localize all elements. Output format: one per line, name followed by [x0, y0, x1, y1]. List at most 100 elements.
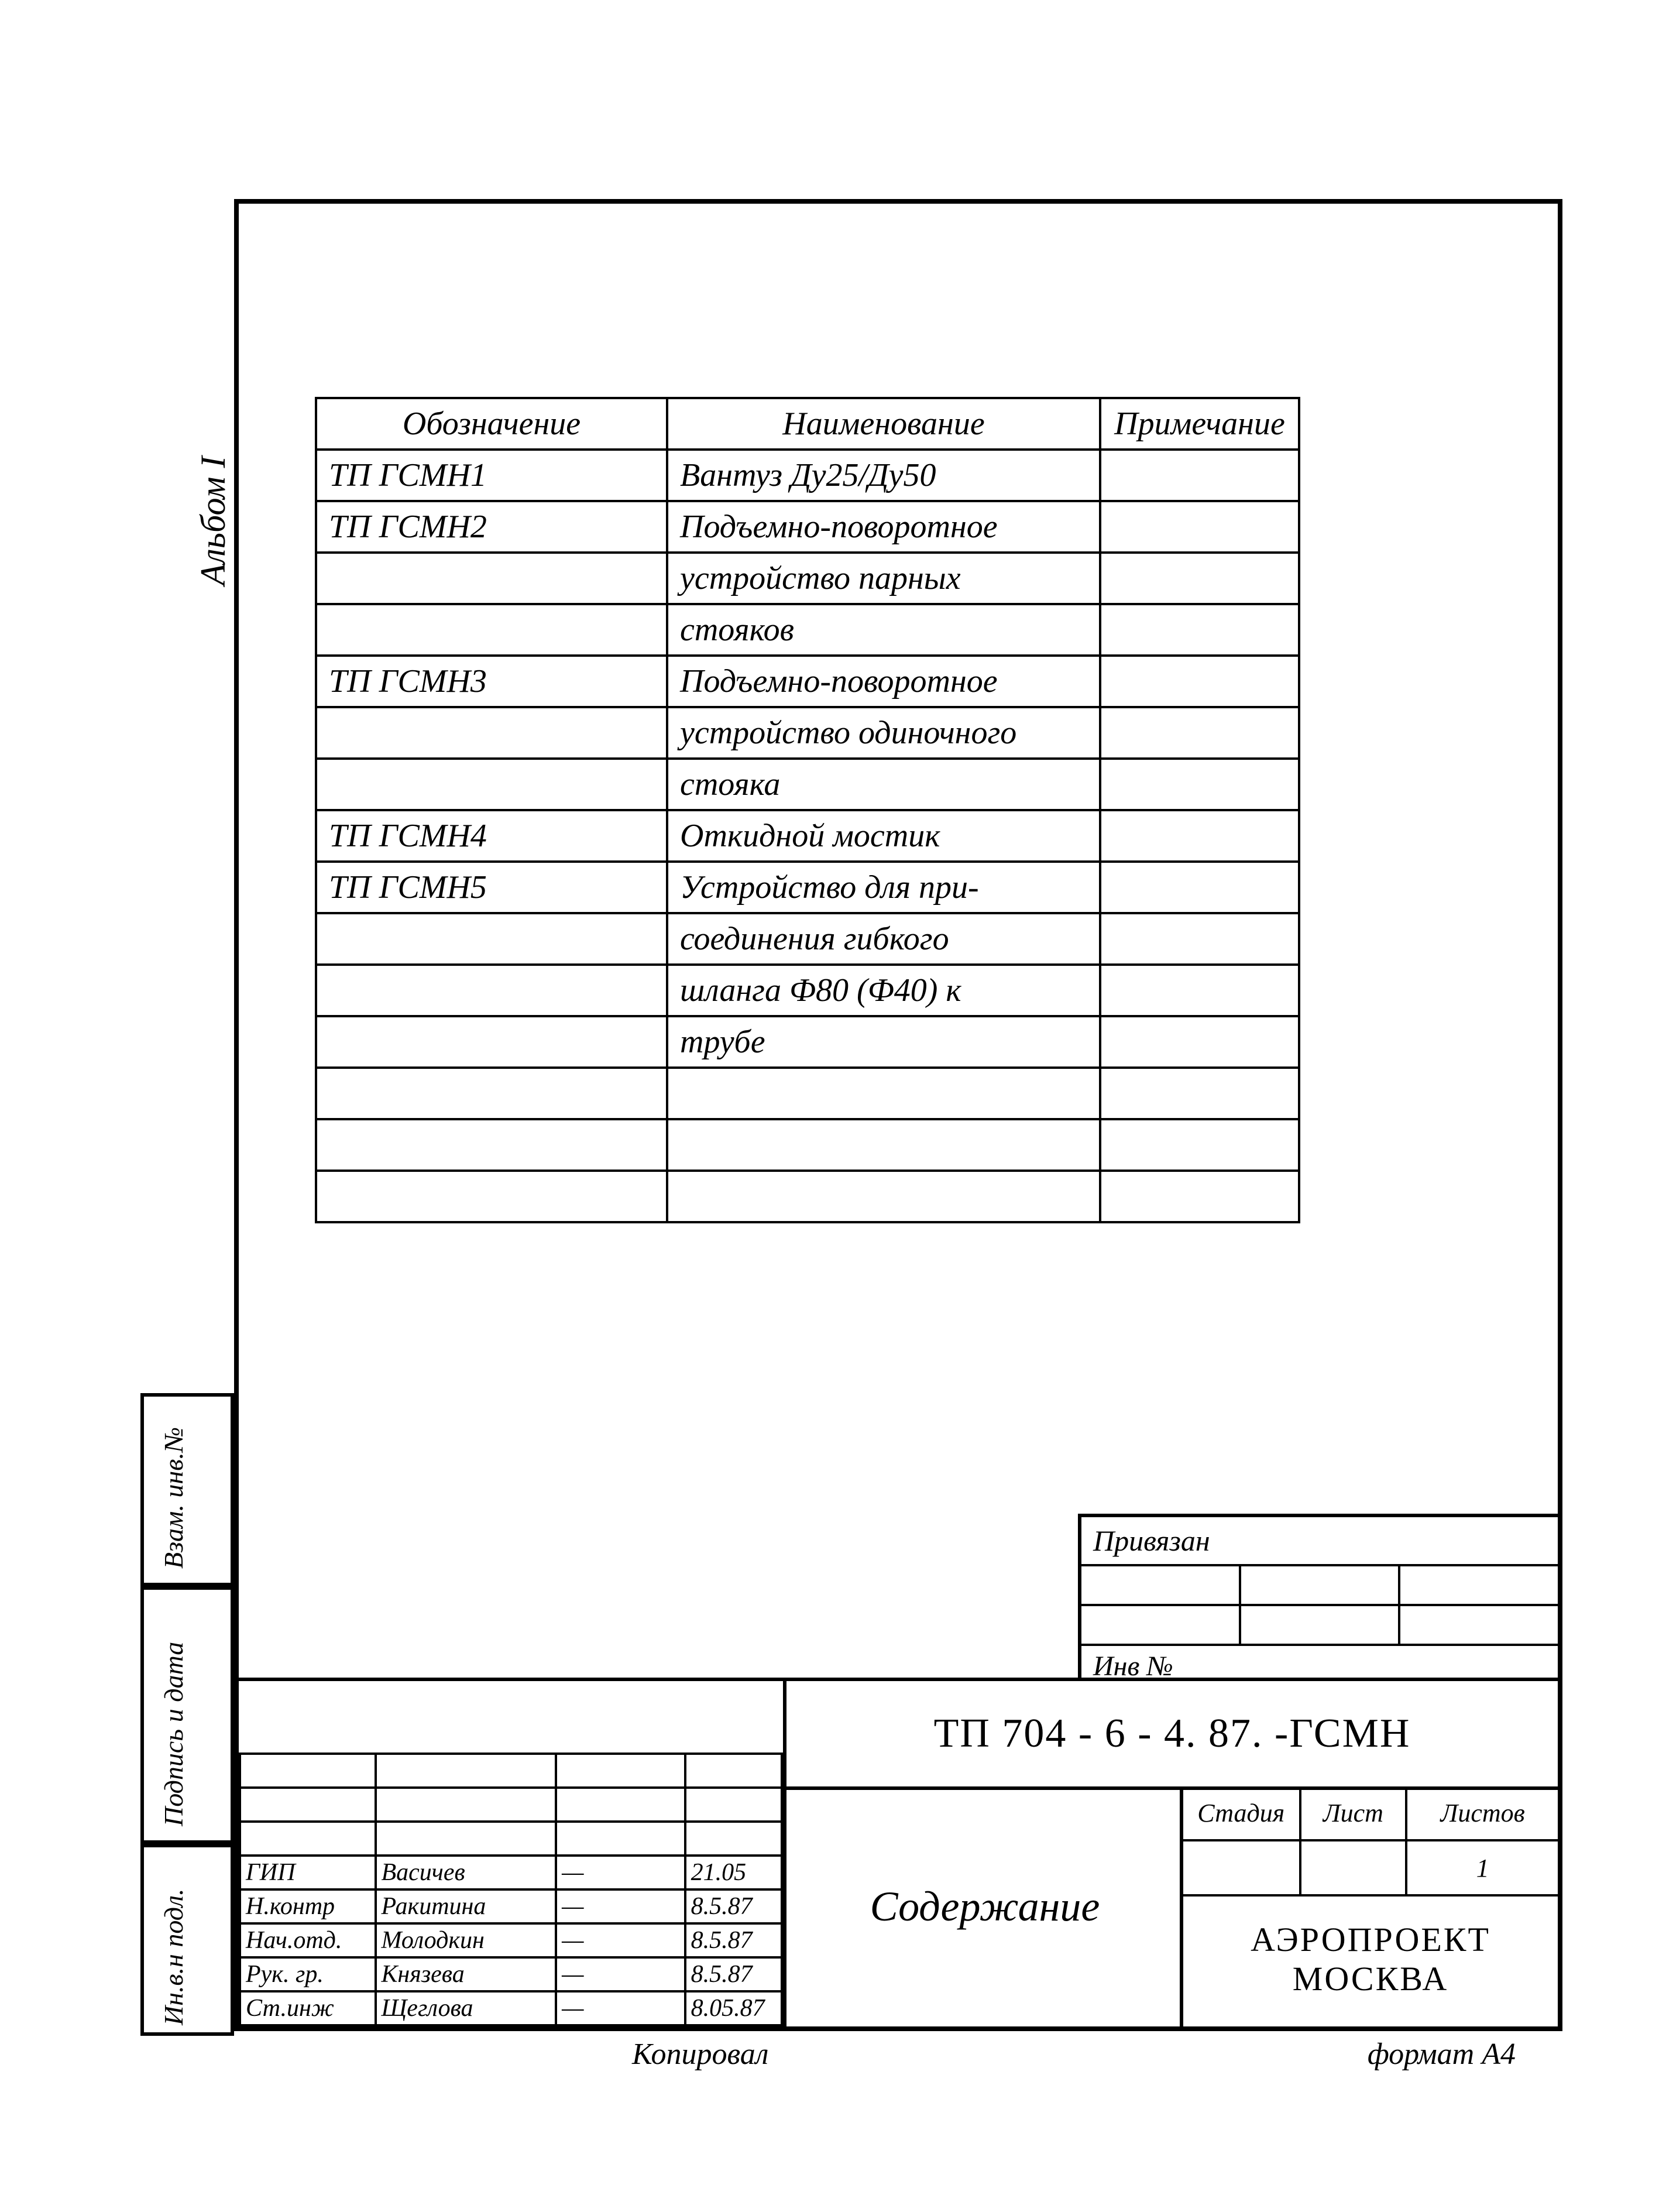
- gutter-box-podpis: [140, 1586, 234, 1844]
- cell: [1100, 1171, 1299, 1222]
- sig-mark: —: [556, 1991, 685, 2025]
- cell: Подъемно-поворотное: [667, 656, 1100, 707]
- org-line2: МОСКВА: [1293, 1959, 1448, 1998]
- sig-name: Ракитина: [376, 1889, 557, 1923]
- sig-row: Рук. гр.Князева—8.5.87: [240, 1957, 782, 1991]
- sig-name: Щеглова: [376, 1991, 557, 2025]
- cell: [316, 913, 667, 965]
- binding-row: [1081, 1606, 1558, 1646]
- cell: [1100, 501, 1299, 553]
- cell: Устройство для при-: [667, 862, 1100, 913]
- binding-box: Привязан Инв №: [1078, 1514, 1558, 1678]
- cell: ТП ГСМН1: [316, 450, 667, 501]
- table-header-row: Обозначение Наименование Примечание: [316, 398, 1299, 450]
- sig-row: Ст.инжЩеглова—8.05.87: [240, 1991, 782, 2025]
- table-row: стояка: [316, 759, 1299, 810]
- table-row: ТП ГСМН4Откидной мостик: [316, 810, 1299, 862]
- cell: [1100, 553, 1299, 604]
- table-row: [316, 1119, 1299, 1171]
- footer-captions: Копировал формат А4: [234, 2037, 1562, 2072]
- cell: [1100, 450, 1299, 501]
- gutter-box-inv: [140, 1844, 234, 2036]
- value-sheet: [1301, 1841, 1408, 1894]
- header-sheets: Листов: [1407, 1786, 1558, 1839]
- cell: соединения гибкого: [667, 913, 1100, 965]
- cell: [1100, 810, 1299, 862]
- table-row: ТП ГСМН5Устройство для при-: [316, 862, 1299, 913]
- sig-mark: —: [556, 1856, 685, 1889]
- sig-date: 8.5.87: [685, 1923, 782, 1957]
- value-stage: [1183, 1841, 1301, 1894]
- sig-row: ГИПВасичев—21.05: [240, 1856, 782, 1889]
- organization-box: АЭРОПРОЕКТ МОСКВА: [1183, 1892, 1558, 2026]
- cell: [1100, 656, 1299, 707]
- cell: [316, 759, 667, 810]
- title-block: ГИПВасичев—21.05 Н.контрРакитина—8.5.87 …: [239, 1678, 1558, 2026]
- cell: Подъемно-поворотное: [667, 501, 1100, 553]
- slp-value-row: 1: [1183, 1841, 1558, 1897]
- drawing-frame: Обозначение Наименование Примечание ТП Г…: [234, 199, 1562, 2031]
- cell: [1100, 604, 1299, 656]
- binding-title: Привязан: [1081, 1517, 1558, 1566]
- cell: [316, 707, 667, 759]
- sig-date: 8.5.87: [685, 1957, 782, 1991]
- sig-role: Ст.инж: [240, 1991, 376, 2025]
- cell: [667, 1119, 1100, 1171]
- table-row: ТП ГСМН2Подъемно-поворотное: [316, 501, 1299, 553]
- sig-role: Н.контр: [240, 1889, 376, 1923]
- sig-row: Нач.отд.Молодкин—8.5.87: [240, 1923, 782, 1957]
- cell: [316, 604, 667, 656]
- sig-mark: —: [556, 1889, 685, 1923]
- document-number: ТП 704 - 6 - 4. 87. -ГСМН: [783, 1681, 1558, 1790]
- side-label-album: Альбом I: [193, 457, 233, 586]
- gutter-box-vzam: [140, 1393, 234, 1586]
- cell: устройство одиночного: [667, 707, 1100, 759]
- cell: [1100, 1016, 1299, 1068]
- cell: [1100, 1119, 1299, 1171]
- sig-name: Молодкин: [376, 1923, 557, 1957]
- cell: [1100, 862, 1299, 913]
- sig-blank-row: [240, 1788, 782, 1822]
- cell: [1100, 759, 1299, 810]
- sig-date: 8.5.87: [685, 1889, 782, 1923]
- sig-row: Н.контрРакитина—8.5.87: [240, 1889, 782, 1923]
- cell: ТП ГСМН5: [316, 862, 667, 913]
- sig-name: Васичев: [376, 1856, 557, 1889]
- cell: [316, 1119, 667, 1171]
- header-note: Примечание: [1100, 398, 1299, 450]
- table-row: устройство одиночного: [316, 707, 1299, 759]
- header-name: Наименование: [667, 398, 1100, 450]
- cell: Откидной мостик: [667, 810, 1100, 862]
- content-table: Обозначение Наименование Примечание ТП Г…: [315, 397, 1300, 1223]
- cell: трубе: [667, 1016, 1100, 1068]
- cell: ТП ГСМН3: [316, 656, 667, 707]
- org-line1: АЭРОПРОЕКТ: [1251, 1920, 1490, 1959]
- table-row: шланга Ф80 (Ф40) к: [316, 965, 1299, 1016]
- signatures-table: ГИПВасичев—21.05 Н.контрРакитина—8.5.87 …: [239, 1753, 783, 2026]
- table-row: устройство парных: [316, 553, 1299, 604]
- sig-role: ГИП: [240, 1856, 376, 1889]
- table-row: [316, 1171, 1299, 1222]
- table-row: стояков: [316, 604, 1299, 656]
- sig-mark: —: [556, 1923, 685, 1957]
- cell: [1100, 965, 1299, 1016]
- footer-format: формат А4: [1368, 2037, 1516, 2072]
- cell: [316, 553, 667, 604]
- sig-date: 8.05.87: [685, 1991, 782, 2025]
- sig-date: 21.05: [685, 1856, 782, 1889]
- cell: [316, 1068, 667, 1119]
- table-row: ТП ГСМН3Подъемно-поворотное: [316, 656, 1299, 707]
- cell: стояка: [667, 759, 1100, 810]
- cell: шланга Ф80 (Ф40) к: [667, 965, 1100, 1016]
- table-row: ТП ГСМН1Вантуз Ду25/Ду50: [316, 450, 1299, 501]
- cell: ТП ГСМН2: [316, 501, 667, 553]
- sig-mark: —: [556, 1957, 685, 1991]
- document-title: Содержание: [783, 1786, 1183, 2026]
- cell: [316, 965, 667, 1016]
- sig-role: Нач.отд.: [240, 1923, 376, 1957]
- sig-name: Князева: [376, 1957, 557, 1991]
- cell: [1100, 707, 1299, 759]
- cell: [667, 1068, 1100, 1119]
- binding-row: [1081, 1566, 1558, 1606]
- cell: [316, 1171, 667, 1222]
